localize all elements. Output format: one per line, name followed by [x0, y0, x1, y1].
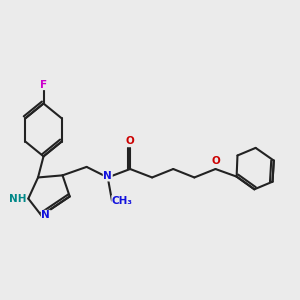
Text: O: O: [126, 136, 134, 146]
Text: N: N: [41, 211, 50, 220]
Text: CH₃: CH₃: [112, 196, 133, 206]
Text: NH: NH: [9, 194, 26, 204]
Text: F: F: [40, 80, 47, 89]
Text: O: O: [211, 156, 220, 166]
Text: N: N: [103, 171, 112, 181]
